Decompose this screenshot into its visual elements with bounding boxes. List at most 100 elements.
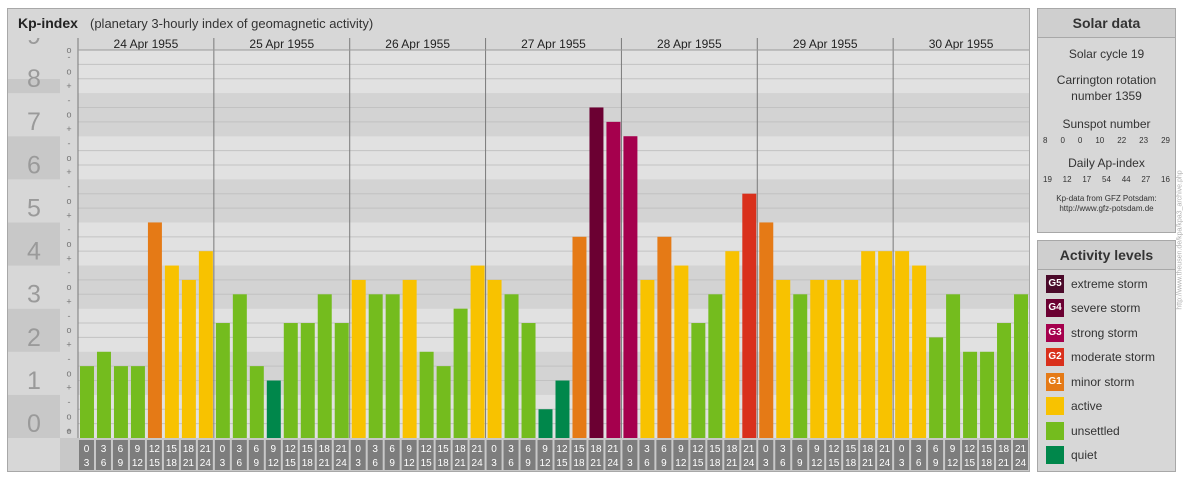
- interval-end-label: 3: [355, 458, 361, 469]
- day-label: 30 Apr 1955: [929, 38, 994, 51]
- interval-start-label: 21: [200, 444, 212, 455]
- kp-bar: [181, 279, 196, 438]
- kp-bar: [504, 294, 519, 438]
- y-sub-label: -: [68, 138, 71, 148]
- interval-end-label: 3: [84, 458, 90, 469]
- y-tick-label: 4: [27, 238, 41, 266]
- kp-bar: [266, 380, 281, 438]
- interval-cell: [265, 440, 281, 470]
- interval-start-label: 0: [491, 444, 497, 455]
- interval-start-label: 21: [743, 444, 755, 455]
- interval-cell: [520, 440, 536, 470]
- kp-bar: [759, 222, 774, 438]
- interval-start-label: 12: [964, 444, 976, 455]
- kp-bar: [215, 323, 230, 438]
- interval-end-label: 3: [491, 458, 497, 469]
- kp-bar: [997, 323, 1012, 438]
- interval-cell: [401, 440, 417, 470]
- interval-end-label: 6: [101, 458, 107, 469]
- interval-start-label: 9: [135, 444, 141, 455]
- y-tick-label: 9: [27, 38, 41, 50]
- source-note: Kp-data from GFZ Potsdam:: [1056, 194, 1157, 203]
- y-tick-label: 6: [27, 151, 41, 179]
- day-label: 24 Apr 1955: [114, 38, 179, 51]
- y-sub-label: o: [66, 45, 71, 55]
- interval-cell: [979, 440, 995, 470]
- level-swatch: [1046, 422, 1064, 440]
- interval-start-label: 3: [101, 444, 107, 455]
- level-swatch: G4: [1046, 299, 1064, 317]
- interval-start-label: 0: [355, 444, 361, 455]
- kp-bar: [1014, 294, 1028, 438]
- interval-cell: [537, 440, 553, 470]
- day-label: 28 Apr 1955: [657, 38, 722, 51]
- activity-levels-header: Activity levels: [1038, 241, 1175, 270]
- kp-bar: [776, 279, 791, 438]
- interval-end-label: 24: [336, 458, 348, 469]
- interval-cell: [333, 440, 349, 470]
- interval-end-label: 24: [200, 458, 212, 469]
- y-label-cell: [8, 222, 60, 266]
- kp-bar: [606, 121, 621, 439]
- kp-band: [78, 136, 1029, 180]
- kp-bar: [657, 236, 672, 438]
- interval-start-label: 9: [406, 444, 412, 455]
- interval-end-label: 24: [1015, 458, 1027, 469]
- interval-start-label: 21: [472, 444, 484, 455]
- kp-bar: [113, 366, 128, 438]
- interval-cell: [758, 440, 774, 470]
- interval-cell: [129, 440, 145, 470]
- level-minor-storm: G1 minor storm: [1046, 372, 1134, 392]
- interval-end-label: 15: [556, 458, 568, 469]
- level-swatch: G2: [1046, 348, 1064, 366]
- interval-cell: [367, 440, 383, 470]
- interval-end-label: 15: [828, 458, 840, 469]
- interval-cell: [316, 440, 332, 470]
- y-sub-label: +: [66, 426, 71, 436]
- kp-bar: [895, 251, 910, 438]
- y-sub-label: o: [66, 325, 71, 335]
- kp-chart-panel: Kp-index (planetary 3-hourly index of ge…: [7, 8, 1030, 472]
- kp-bar: [300, 323, 315, 438]
- y-label-cell: [8, 136, 60, 180]
- sunspot-value: 10: [1095, 136, 1105, 145]
- interval-start-label: 15: [438, 444, 450, 455]
- interval-end-label: 3: [763, 458, 769, 469]
- solar-cycle: Solar cycle 19: [1068, 47, 1145, 61]
- interval-end-label: 12: [947, 458, 959, 469]
- interval-end-label: 24: [607, 458, 619, 469]
- y-label-cell: [8, 179, 60, 223]
- solar-data-panel: Solar data Solar cycle 19 Carrington rot…: [1037, 8, 1176, 233]
- interval-cell: [656, 440, 672, 470]
- interval-cell: [163, 440, 179, 470]
- kp-bar: [946, 294, 961, 438]
- ap-value: 54: [1102, 175, 1111, 184]
- interval-start-label: 12: [149, 444, 161, 455]
- interval-end-label: 21: [455, 458, 467, 469]
- interval-cell: [452, 440, 468, 470]
- interval-cell: [79, 440, 94, 470]
- interval-cell: [877, 440, 893, 470]
- ap-index-values: 19 12 17 54 44 27 16: [1038, 175, 1175, 184]
- source-link[interactable]: http://www.gfz-potsdam.de: [1059, 204, 1154, 213]
- interval-cell: [112, 440, 128, 470]
- level-swatch: G5: [1046, 275, 1064, 293]
- y-sub-label: -: [68, 354, 71, 364]
- level-label: extreme storm: [1071, 277, 1148, 291]
- interval-end-label: 15: [421, 458, 433, 469]
- interval-start-label: 6: [797, 444, 803, 455]
- kp-bar: [725, 251, 740, 438]
- level-moderate-storm: G2 moderate storm: [1046, 347, 1155, 367]
- interval-start-label: 6: [118, 444, 124, 455]
- sunspot-value: 0: [1060, 136, 1065, 145]
- kp-bar: [538, 409, 553, 438]
- activity-levels-panel: Activity levels G5 extreme storm G4 seve…: [1037, 240, 1176, 472]
- interval-end-label: 15: [964, 458, 976, 469]
- y-tick-label: 1: [27, 367, 41, 395]
- level-label: active: [1071, 399, 1103, 413]
- y-sub-label: o: [66, 239, 71, 249]
- y-sub-label: -: [68, 95, 71, 105]
- interval-cell: [724, 440, 740, 470]
- carrington-rotation: Carrington rotation number 1359: [1056, 73, 1157, 103]
- level-severe-storm: G4 severe storm: [1046, 298, 1140, 318]
